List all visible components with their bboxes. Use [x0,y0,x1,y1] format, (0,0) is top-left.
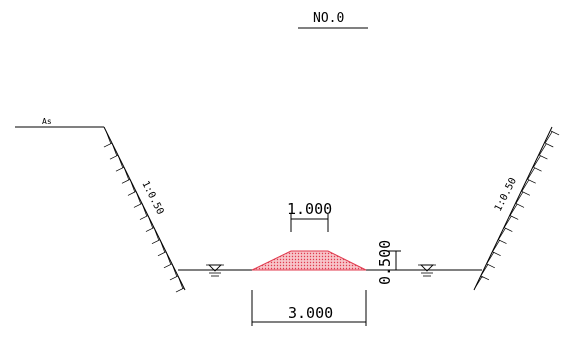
right-slope-line [473,126,553,291]
water-level-icon-left [206,264,224,277]
embankment-fill [251,250,367,271]
top-width-label: 1.000 [287,200,332,218]
section-title: NO.0 [313,11,344,26]
left-surface-label: As [42,117,52,126]
height-label: 0.500 [376,240,394,285]
bottom-width-label: 3.000 [288,304,333,322]
left-slope-hatch [103,130,185,293]
left-slope-line [103,126,186,291]
slope-hatch-path [474,130,560,289]
water-level-icon-right [418,264,436,277]
left-slope-label: 1:0.50 [139,179,165,216]
right-slope-hatch [474,130,560,289]
slope-hatch-path [103,130,185,293]
